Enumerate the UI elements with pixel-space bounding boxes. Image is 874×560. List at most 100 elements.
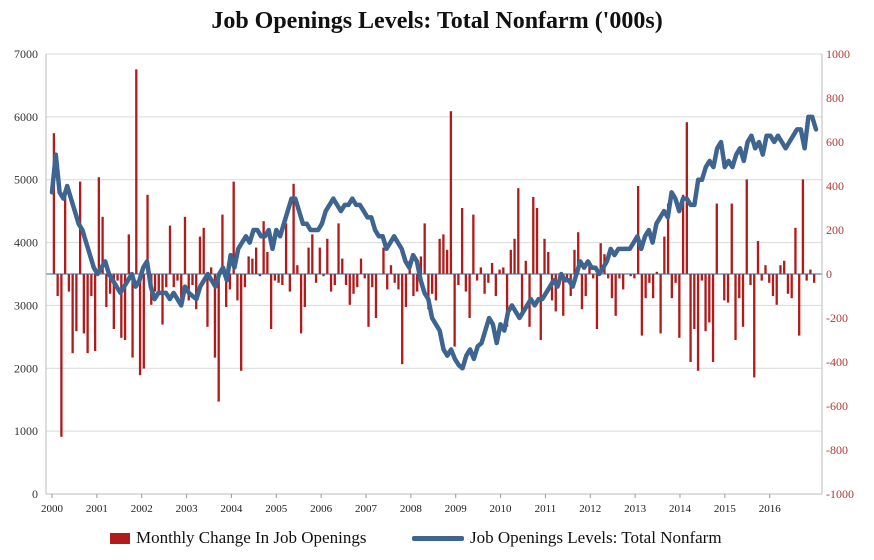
bar	[475, 274, 479, 281]
bar	[760, 274, 763, 281]
bar	[520, 274, 524, 316]
bar	[161, 274, 164, 325]
bar	[123, 274, 127, 340]
bar	[483, 274, 486, 294]
bar	[813, 274, 816, 283]
bar	[517, 188, 520, 274]
bar	[341, 258, 344, 274]
bar	[730, 203, 733, 274]
bar	[108, 274, 112, 294]
bar	[670, 274, 674, 299]
y-right-tick-label: -1000	[826, 487, 854, 501]
bar	[131, 274, 134, 358]
bar	[228, 274, 232, 290]
x-tick-label: 2015	[714, 503, 737, 515]
bar	[756, 241, 760, 274]
bar	[502, 267, 505, 274]
bar	[371, 274, 374, 288]
y-left-tick-label: 5000	[14, 173, 38, 187]
y-right-tick-label: -200	[826, 311, 848, 325]
bar	[674, 274, 677, 283]
bar	[786, 274, 790, 294]
bar	[479, 267, 483, 274]
bar	[584, 274, 587, 296]
bar	[352, 274, 355, 294]
bar	[105, 274, 108, 307]
bar	[314, 274, 318, 283]
bar	[269, 274, 273, 329]
bar	[67, 274, 71, 292]
bar	[52, 133, 56, 274]
bar	[745, 179, 748, 274]
bar	[348, 274, 351, 305]
bar	[318, 247, 321, 274]
bar	[333, 274, 336, 285]
bar	[618, 274, 621, 279]
bar	[460, 208, 464, 274]
bar	[562, 274, 565, 316]
y-right-tick-label: 800	[826, 91, 844, 105]
bar	[442, 234, 445, 274]
bar	[490, 263, 494, 274]
bar	[311, 234, 314, 274]
bar	[120, 274, 123, 338]
bar	[243, 274, 247, 288]
bar	[419, 256, 423, 274]
bar	[116, 274, 119, 281]
bar	[262, 221, 265, 274]
bar	[651, 274, 655, 299]
y-right-tick-label: 200	[826, 223, 844, 237]
x-tick-label: 2013	[624, 503, 647, 515]
bar	[434, 274, 438, 301]
bar	[247, 256, 250, 274]
chart-title: Job Openings Levels: Total Nonfarm ('000…	[211, 8, 663, 34]
bar	[296, 265, 299, 274]
bar	[663, 236, 666, 274]
bar	[135, 69, 138, 275]
y-right-tick-label: 600	[826, 135, 844, 149]
bar	[303, 274, 306, 307]
bar	[374, 274, 378, 318]
bar	[172, 274, 175, 288]
bar	[532, 197, 535, 274]
bar	[779, 265, 782, 274]
legend-item-job-openings: Job Openings Levels: Total Nonfarm	[412, 527, 722, 549]
bar	[431, 274, 434, 294]
bar	[678, 274, 681, 338]
bar	[801, 179, 805, 274]
bar	[165, 274, 168, 288]
bar	[86, 274, 89, 354]
bar	[547, 252, 550, 274]
bar	[56, 274, 59, 296]
bar	[554, 274, 557, 312]
bar	[449, 111, 453, 274]
bar	[195, 274, 198, 310]
x-tick-label: 2014	[669, 503, 692, 515]
bar	[715, 203, 718, 274]
axes: 01000200030004000500060007000-1000-800-6…	[14, 47, 854, 515]
x-tick-label: 2009	[445, 503, 468, 515]
x-tick-label: 2016	[759, 503, 782, 515]
bar	[356, 274, 359, 288]
bar	[326, 238, 329, 274]
bar	[633, 274, 636, 279]
bar	[666, 203, 670, 274]
bar	[610, 274, 614, 299]
y-right-tick-label: -600	[826, 399, 848, 413]
bar	[71, 274, 74, 354]
bar	[90, 274, 93, 296]
bar	[599, 243, 602, 274]
bar	[389, 265, 393, 274]
bar	[741, 274, 745, 327]
bar	[622, 274, 625, 290]
bar	[359, 258, 363, 274]
line-series	[49, 114, 819, 371]
bar	[457, 274, 460, 285]
bar	[254, 247, 258, 274]
bar	[798, 274, 801, 336]
bar	[93, 274, 97, 351]
x-tick-label: 2001	[86, 503, 108, 515]
bar	[783, 260, 786, 274]
bar	[427, 274, 430, 310]
bar	[629, 274, 632, 277]
